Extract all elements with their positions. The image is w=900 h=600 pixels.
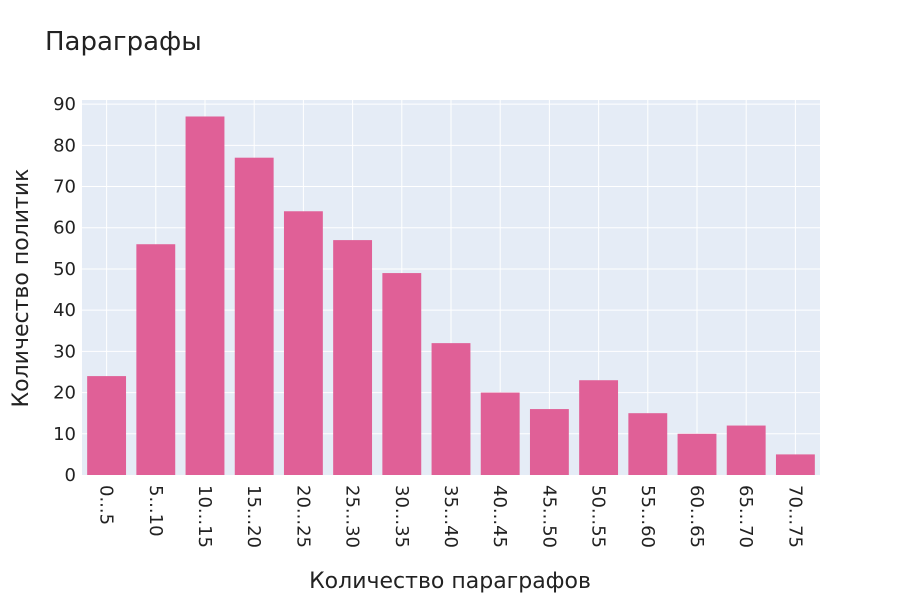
x-tick-label: 50...55 — [588, 485, 609, 548]
x-tick-label: 10...15 — [194, 485, 215, 548]
bar-40...45 — [480, 392, 520, 475]
y-tick-label: 20 — [53, 383, 76, 404]
bar-5...10 — [136, 244, 176, 475]
bar-70...75 — [775, 454, 815, 475]
bar-25...30 — [333, 240, 373, 475]
x-tick-label: 35...40 — [440, 485, 461, 548]
x-tick-label: 30...35 — [391, 485, 412, 548]
x-tick-label: 45...50 — [538, 485, 559, 548]
x-tick-label: 5...10 — [145, 485, 166, 537]
x-tick-label: 15...20 — [243, 485, 264, 548]
x-tick-label: 55...60 — [637, 485, 658, 548]
x-tick-label: 25...30 — [342, 485, 363, 548]
y-tick-label: 70 — [53, 177, 76, 198]
y-tick-label: 80 — [53, 135, 76, 156]
y-tick-label: 30 — [53, 341, 76, 362]
bar-0...5 — [87, 376, 127, 475]
x-tick-label: 40...45 — [489, 485, 510, 548]
x-axis-title: Количество параграфов — [309, 569, 591, 594]
y-tick-label: 60 — [53, 218, 76, 239]
bar-35...40 — [431, 343, 471, 475]
bar-30...35 — [382, 273, 422, 475]
x-tick-label: 70...75 — [784, 485, 805, 548]
bar-20...25 — [283, 211, 323, 475]
x-tick-label: 65...70 — [735, 485, 756, 548]
y-tick-label: 90 — [53, 94, 76, 115]
y-axis-ticks: 0 10 20 30 40 50 60 70 80 90 — [53, 94, 76, 486]
x-tick-label: 60...65 — [686, 485, 707, 548]
y-tick-label: 40 — [53, 300, 76, 321]
x-tick-label: 20...25 — [292, 485, 313, 548]
y-tick-label: 10 — [53, 424, 76, 445]
bar-55...60 — [628, 413, 668, 475]
bar-65...70 — [726, 425, 766, 475]
bar-60...65 — [677, 433, 717, 475]
y-tick-label: 0 — [65, 465, 76, 486]
bars — [87, 116, 815, 475]
y-tick-label: 50 — [53, 259, 76, 280]
x-tick-label: 0...5 — [96, 485, 117, 525]
chart-title: Параграфы — [45, 27, 202, 57]
x-axis-ticks: 0...5 5...10 10...15 15...20 20...25 25...30 3… — [96, 485, 806, 548]
bar-50...55 — [579, 380, 619, 475]
bar-15...20 — [234, 157, 274, 475]
y-axis-title: Количество политик — [9, 169, 34, 408]
bar-10...15 — [185, 116, 225, 475]
bar-45...50 — [529, 409, 569, 475]
